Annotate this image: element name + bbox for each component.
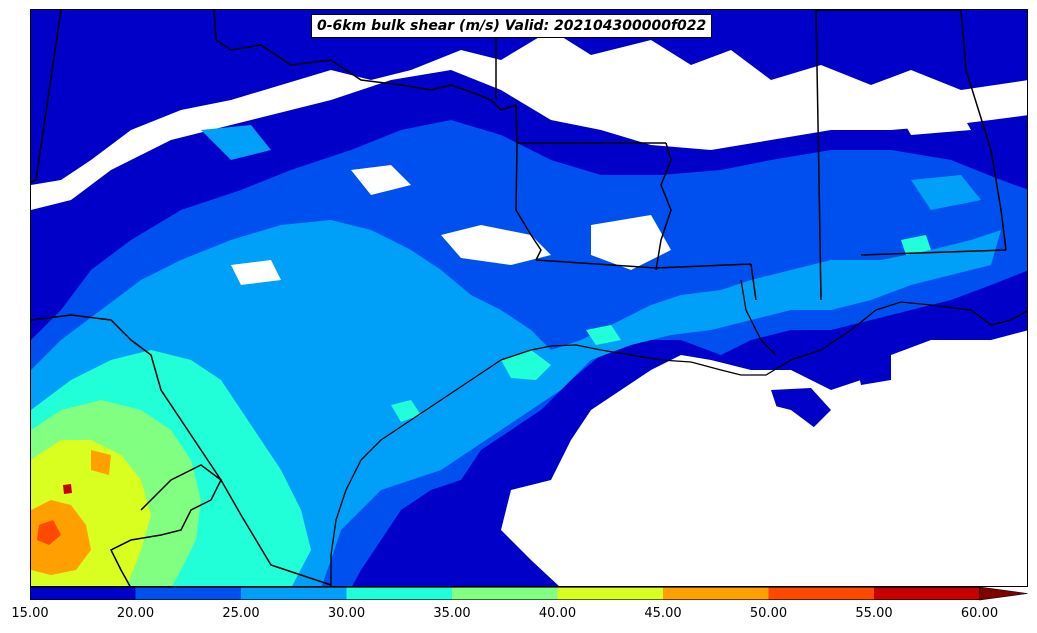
shear-field-55-60 xyxy=(63,484,72,494)
colorbar-segment xyxy=(768,587,874,600)
colorbar-tick-label: 20.00 xyxy=(116,606,155,621)
map-panel xyxy=(30,9,1028,587)
shear-contour-map xyxy=(31,10,1027,586)
colorbar-outline xyxy=(30,587,980,600)
colorbar-segment xyxy=(663,587,769,600)
colorbar-segment xyxy=(452,587,558,600)
colorbar-tick-label: 50.00 xyxy=(749,606,788,621)
shear-below-threshold xyxy=(231,95,1027,586)
colorbar xyxy=(30,587,1028,601)
colorbar-segment xyxy=(241,587,347,600)
colorbar-tick-label: 35.00 xyxy=(433,606,471,621)
shear-field-50-55 xyxy=(37,520,61,545)
colorbar-tick-label: 45.00 xyxy=(644,606,682,621)
colorbar-tick-label: 15.00 xyxy=(11,606,49,621)
colorbar-segment xyxy=(557,587,663,600)
colorbar-segment xyxy=(346,587,452,600)
colorbar-segment xyxy=(135,587,241,600)
colorbar-tick-label: 40.00 xyxy=(538,606,577,621)
colorbar-tick-label: 25.00 xyxy=(222,606,260,621)
colorbar-extend-arrow xyxy=(979,587,1028,601)
colorbar-tick-label: 60.00 xyxy=(960,606,999,621)
colorbar-segment xyxy=(874,587,980,600)
colorbar-tick-label: 55.00 xyxy=(855,606,893,621)
colorbar-tick-label: 30.00 xyxy=(327,606,366,621)
state-borders xyxy=(31,10,1007,586)
map-title: 0-6km bulk shear (m/s) Valid: 2021043000… xyxy=(311,14,713,38)
coastline xyxy=(330,279,1027,586)
colorbar-segment xyxy=(30,587,136,600)
shear-field-45-50 xyxy=(31,450,111,575)
